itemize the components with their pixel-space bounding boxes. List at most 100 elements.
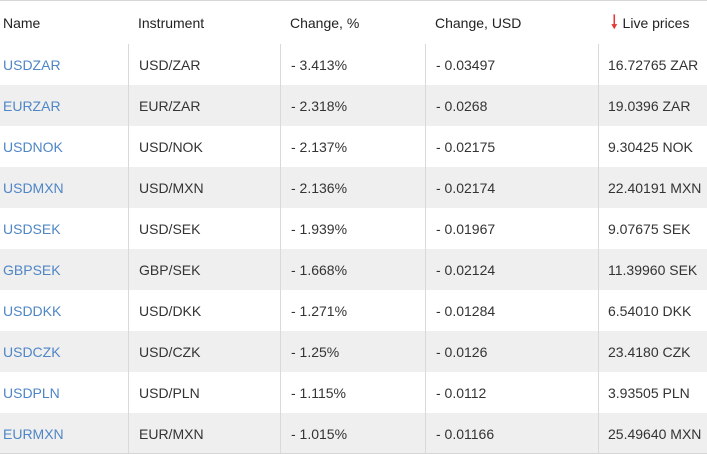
- live-price-cell: 16.72765 ZAR: [598, 44, 707, 85]
- table-row[interactable]: EURZAR EUR/ZAR - 2.318% - 0.0268 19.0396 ZAR: [0, 85, 707, 126]
- symbol-link[interactable]: EURZAR: [3, 97, 61, 114]
- change-pct: - 1.271%: [291, 302, 348, 319]
- symbol-link-cell: USDDKK: [0, 290, 128, 331]
- live-price: 11.39960 SEK: [608, 261, 698, 278]
- symbol-link[interactable]: USDZAR: [3, 56, 61, 73]
- change-pct: - 1.939%: [291, 220, 348, 237]
- table-row[interactable]: USDZAR USD/ZAR - 3.413% - 0.03497 16.72765 Z…: [0, 44, 707, 85]
- table-row[interactable]: GBPSEK GBP/SEK - 1.668% - 0.02124 11.39960 S…: [0, 249, 707, 290]
- column-header-live-prices[interactable]: 🠓 Live prices: [598, 1, 707, 44]
- live-price-cell: 23.4180 CZK: [598, 331, 707, 372]
- instrument: EUR/MXN: [139, 425, 204, 442]
- change-usd-cell: - 0.0112: [425, 372, 598, 413]
- column-header-name[interactable]: Name: [3, 15, 41, 31]
- column-header-instrument[interactable]: Instrument: [138, 15, 205, 31]
- change-pct: - 1.25%: [291, 343, 340, 360]
- table-row[interactable]: USDPLN USD/PLN - 1.115% - 0.0112 3.93505 PLN: [0, 372, 707, 413]
- change-pct-cell: - 3.413%: [280, 44, 425, 85]
- live-price: 3.93505 PLN: [608, 384, 690, 401]
- change-usd-cell: - 0.01284: [425, 290, 598, 331]
- change-usd-cell: - 0.0268: [425, 85, 598, 126]
- live-price: 23.4180 CZK: [608, 343, 691, 360]
- change-pct-cell: - 1.939%: [280, 208, 425, 249]
- symbol-link[interactable]: USDCZK: [3, 343, 61, 360]
- live-price-cell: 19.0396 ZAR: [598, 85, 707, 126]
- symbol-link-cell: USDNOK: [0, 126, 128, 167]
- change-usd: - 0.02175: [436, 138, 496, 155]
- change-pct-cell: - 1.115%: [280, 372, 425, 413]
- table-row[interactable]: USDSEK USD/SEK - 1.939% - 0.01967 9.07675 SE…: [0, 208, 707, 249]
- live-price: 22.40191 MXN: [608, 179, 702, 196]
- live-price: 16.72765 ZAR: [608, 56, 699, 73]
- change-usd: - 0.0126: [436, 343, 488, 360]
- table-row[interactable]: USDMXN USD/MXN - 2.136% - 0.02174 22.40191 M…: [0, 167, 707, 208]
- instrument-cell: GBP/SEK: [128, 249, 280, 290]
- instrument-cell: USD/CZK: [128, 331, 280, 372]
- change-usd: - 0.01284: [436, 302, 496, 319]
- instrument-cell: EUR/ZAR: [128, 85, 280, 126]
- live-price: 25.49640 MXN: [608, 425, 702, 442]
- change-pct-cell: - 2.137%: [280, 126, 425, 167]
- table-row[interactable]: USDDKK USD/DKK - 1.271% - 0.01284 6.54010 DK…: [0, 290, 707, 331]
- symbol-link-cell: USDPLN: [0, 372, 128, 413]
- symbol-link-cell: USDZAR: [0, 44, 128, 85]
- live-price-cell: 22.40191 MXN: [598, 167, 707, 208]
- change-pct: - 1.668%: [291, 261, 348, 278]
- instrument: EUR/ZAR: [139, 97, 201, 114]
- instrument: GBP/SEK: [139, 261, 201, 278]
- change-pct-cell: - 1.668%: [280, 249, 425, 290]
- change-usd: - 0.03497: [436, 56, 496, 73]
- live-price-cell: 9.30425 NOK: [598, 126, 707, 167]
- instrument-cell: USD/SEK: [128, 208, 280, 249]
- symbol-link[interactable]: USDSEK: [3, 220, 61, 237]
- instrument-cell: USD/MXN: [128, 167, 280, 208]
- instrument: USD/DKK: [139, 302, 202, 319]
- column-header-change-usd[interactable]: Change, USD: [435, 15, 522, 31]
- symbol-link-cell: USDMXN: [0, 167, 128, 208]
- symbol-link[interactable]: USDPLN: [3, 384, 60, 401]
- change-usd: - 0.01166: [436, 425, 495, 442]
- instrument-cell: USD/DKK: [128, 290, 280, 331]
- change-usd: - 0.02174: [436, 179, 496, 196]
- change-usd-cell: - 0.03497: [425, 44, 598, 85]
- symbol-link[interactable]: EURMXN: [3, 425, 64, 442]
- change-pct: - 2.137%: [291, 138, 348, 155]
- change-usd: - 0.01967: [436, 220, 496, 237]
- live-price-cell: 25.49640 MXN: [598, 413, 707, 454]
- symbol-link[interactable]: USDDKK: [3, 302, 62, 319]
- instrument-cell: USD/PLN: [128, 372, 280, 413]
- change-usd-cell: - 0.01967: [425, 208, 598, 249]
- instrument: USD/MXN: [139, 179, 204, 196]
- change-pct-cell: - 1.25%: [280, 331, 425, 372]
- live-price-cell: 3.93505 PLN: [598, 372, 707, 413]
- symbol-link-cell: GBPSEK: [0, 249, 128, 290]
- instrument: USD/CZK: [139, 343, 201, 360]
- instrument: USD/ZAR: [139, 56, 201, 73]
- change-usd-cell: - 0.0126: [425, 331, 598, 372]
- change-pct-cell: - 2.136%: [280, 167, 425, 208]
- change-pct-cell: - 1.271%: [280, 290, 425, 331]
- symbol-link[interactable]: GBPSEK: [3, 261, 61, 278]
- symbol-link-cell: USDCZK: [0, 331, 128, 372]
- live-price: 6.54010 DKK: [608, 302, 692, 319]
- change-pct: - 1.115%: [291, 384, 346, 401]
- column-header-change-pct[interactable]: Change, %: [290, 15, 360, 31]
- live-price: 9.07675 SEK: [608, 220, 691, 237]
- table-header: Name Instrument Change, % Change, USD 🠓 …: [0, 1, 707, 44]
- symbol-link[interactable]: USDNOK: [3, 138, 63, 155]
- table-row[interactable]: USDCZK USD/CZK - 1.25% - 0.0126 23.4180 CZK: [0, 331, 707, 372]
- live-prices-label: Live prices: [622, 15, 690, 31]
- change-pct: - 2.136%: [291, 179, 348, 196]
- table-row[interactable]: USDNOK USD/NOK - 2.137% - 0.02175 9.30425 NO…: [0, 126, 707, 167]
- symbol-link-cell: USDSEK: [0, 208, 128, 249]
- change-pct-cell: - 2.318%: [280, 85, 425, 126]
- change-pct: - 1.015%: [291, 425, 348, 442]
- arrow-down-icon: 🠓: [611, 12, 618, 32]
- live-price-cell: 9.07675 SEK: [598, 208, 707, 249]
- symbol-link-cell: EURZAR: [0, 85, 128, 126]
- change-usd: - 0.0112: [436, 384, 487, 401]
- change-pct: - 3.413%: [291, 56, 348, 73]
- table-row[interactable]: EURMXN EUR/MXN - 1.015% - 0.01166 25.49640 M…: [0, 413, 707, 454]
- symbol-link[interactable]: USDMXN: [3, 179, 64, 196]
